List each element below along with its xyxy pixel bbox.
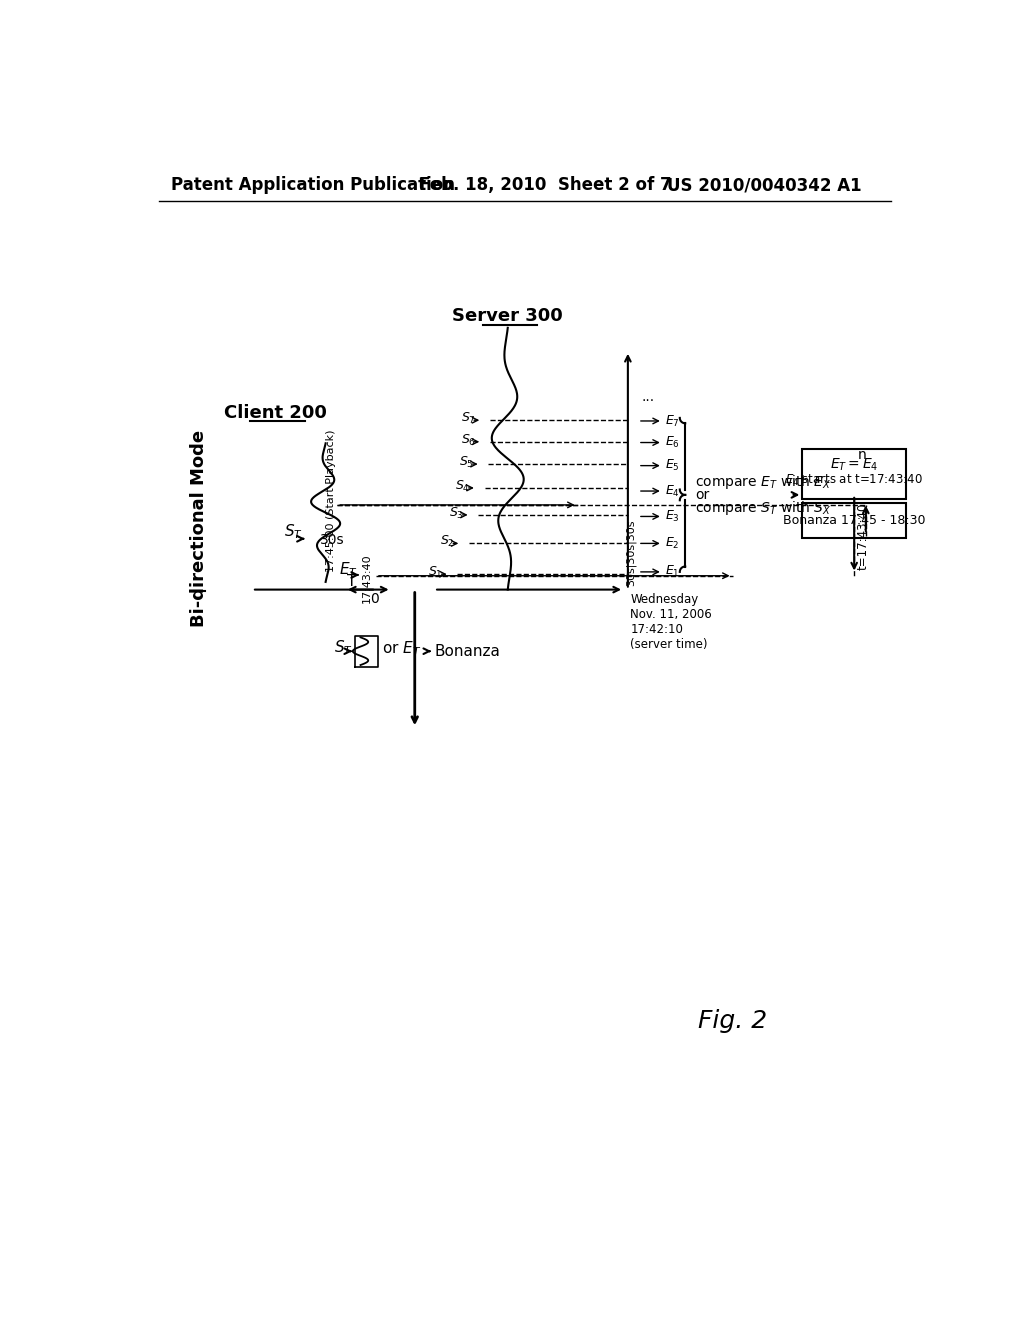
Text: $S_4$: $S_4$ — [456, 479, 470, 494]
Text: Wednesday
Nov. 11, 2006
17:42:10
(server time): Wednesday Nov. 11, 2006 17:42:10 (server… — [630, 594, 712, 652]
Text: 17:45:00 (Start Playback): 17:45:00 (Start Playback) — [326, 430, 336, 573]
Text: Server 300: Server 300 — [453, 308, 563, 325]
Text: $E_4$ starts at t=17:43:40: $E_4$ starts at t=17:43:40 — [785, 473, 923, 488]
Text: $E_5$: $E_5$ — [665, 458, 680, 473]
Text: $E_4$: $E_4$ — [665, 483, 680, 499]
Text: $E_2$: $E_2$ — [665, 536, 680, 550]
Text: Fig. 2: Fig. 2 — [698, 1008, 767, 1032]
Text: $E_1$: $E_1$ — [665, 565, 680, 579]
Text: Bi-directional Mode: Bi-directional Mode — [190, 429, 208, 627]
Text: $E_T$: $E_T$ — [339, 560, 357, 579]
Text: $S_6$: $S_6$ — [461, 433, 476, 447]
Text: $S_3$: $S_3$ — [450, 506, 464, 521]
Text: or $E_T$: or $E_T$ — [382, 640, 422, 659]
Text: $S_T$: $S_T$ — [284, 523, 302, 541]
Text: Patent Application Publication: Patent Application Publication — [171, 177, 455, 194]
Text: $S_T$: $S_T$ — [334, 639, 353, 657]
Text: n: n — [858, 449, 866, 462]
FancyBboxPatch shape — [802, 503, 906, 539]
Text: 0: 0 — [370, 591, 379, 606]
Text: Feb. 18, 2010  Sheet 2 of 7: Feb. 18, 2010 Sheet 2 of 7 — [419, 177, 672, 194]
Text: 30s|30s|30s: 30s|30s|30s — [626, 519, 636, 586]
Text: $E_3$: $E_3$ — [665, 510, 680, 524]
Text: 30s: 30s — [321, 532, 345, 546]
FancyBboxPatch shape — [802, 449, 906, 499]
Text: Bonanza 17:45 - 18:30: Bonanza 17:45 - 18:30 — [783, 513, 926, 527]
Text: $E_7$: $E_7$ — [665, 413, 680, 429]
Text: Bonanza: Bonanza — [434, 644, 500, 659]
Text: US 2010/0040342 A1: US 2010/0040342 A1 — [667, 177, 861, 194]
Text: $E_6$: $E_6$ — [665, 436, 680, 450]
Text: $S_7$: $S_7$ — [461, 411, 475, 426]
Text: Client 200: Client 200 — [224, 404, 327, 421]
Text: ...: ... — [642, 391, 655, 404]
Text: $E_T = E_4$: $E_T = E_4$ — [829, 457, 879, 473]
Text: $S_2$: $S_2$ — [440, 535, 455, 549]
Text: T: T — [347, 574, 356, 590]
Text: t=17:43:40: t=17:43:40 — [856, 503, 869, 570]
Text: compare $E_T$ with $E_X$: compare $E_T$ with $E_X$ — [695, 473, 831, 491]
Text: compare $S_T$ with $S_X$: compare $S_T$ with $S_X$ — [695, 499, 831, 517]
Text: 17:43:40: 17:43:40 — [361, 553, 372, 603]
Text: or: or — [695, 488, 710, 502]
Text: $S_1$: $S_1$ — [428, 565, 443, 581]
Text: $S_5$: $S_5$ — [460, 455, 474, 470]
